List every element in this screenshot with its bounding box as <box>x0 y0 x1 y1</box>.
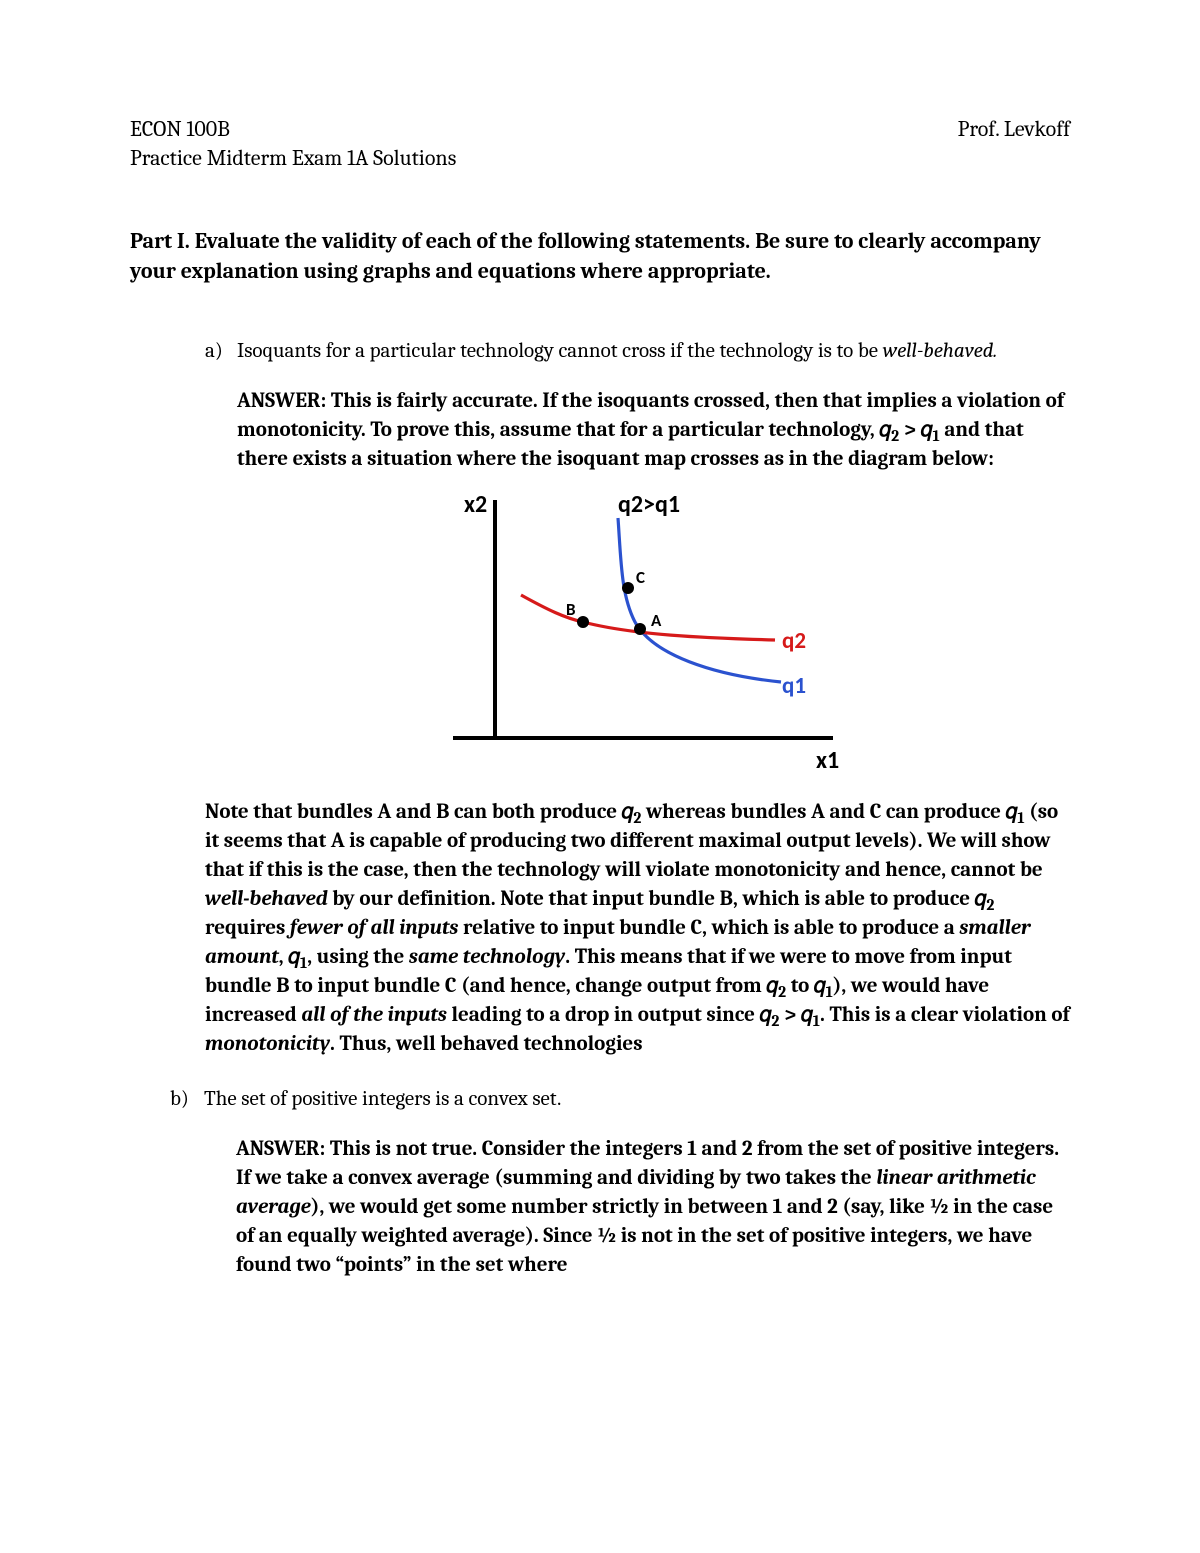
question-b-answer: ANSWER: This is not true. Consider the i… <box>170 1135 1070 1280</box>
page-header: ECON 100B Practice Midterm Exam 1A Solut… <box>130 115 1070 172</box>
question-b-text: The set of positive integers is a convex… <box>204 1085 1070 1113</box>
point-c-label: C <box>636 567 645 588</box>
diagram-title: q2>q1 <box>618 490 680 519</box>
q2-label: q2 <box>782 627 806 655</box>
professor-name: Prof. Levkoff <box>958 115 1070 144</box>
doc-subtitle: Practice Midterm Exam 1A Solutions <box>130 144 456 173</box>
isoquant-svg: x2 x1 q2>q1 A B C q2 q1 <box>403 480 873 780</box>
math-q2: 𝑞2 > 𝑞1 <box>879 418 939 442</box>
point-b-label: B <box>566 599 576 620</box>
point-a-dot <box>634 623 646 635</box>
isoquant-diagram: x2 x1 q2>q1 A B C q2 q1 <box>205 480 1070 780</box>
y-axis-label: x2 <box>464 490 487 519</box>
question-a-prompt: a) Isoquants for a particular technology… <box>205 337 1070 365</box>
q1-curve <box>618 518 781 682</box>
page: ECON 100B Practice Midterm Exam 1A Solut… <box>0 0 1200 1553</box>
question-a-answer-top: ANSWER: This is fairly accurate. If the … <box>205 387 1070 474</box>
question-a-label: a) <box>205 337 237 365</box>
question-b-prompt: b) The set of positive integers is a con… <box>170 1085 1070 1113</box>
qa-text-pre: Isoquants for a particular technology ca… <box>237 339 883 363</box>
qa-text-ital: well-behaved. <box>883 339 998 363</box>
question-a-answer-bottom: Note that bundles A and B can both produ… <box>205 798 1070 1059</box>
point-c-dot <box>622 582 634 594</box>
x-axis-label: x1 <box>816 746 839 775</box>
point-a-label: A <box>651 610 662 631</box>
question-b: b) The set of positive integers is a con… <box>130 1085 1070 1280</box>
course-code: ECON 100B <box>130 115 456 144</box>
question-a-text: Isoquants for a particular technology ca… <box>237 337 1070 365</box>
question-b-label: b) <box>170 1085 204 1113</box>
part-heading: Part I. Evaluate the validity of each of… <box>130 227 1070 286</box>
q1-label: q1 <box>782 672 806 700</box>
question-a: a) Isoquants for a particular technology… <box>130 337 1070 1059</box>
point-b-dot <box>577 616 589 628</box>
header-right: Prof. Levkoff <box>958 115 1070 172</box>
q2-curve <box>521 595 775 640</box>
header-left: ECON 100B Practice Midterm Exam 1A Solut… <box>130 115 456 172</box>
